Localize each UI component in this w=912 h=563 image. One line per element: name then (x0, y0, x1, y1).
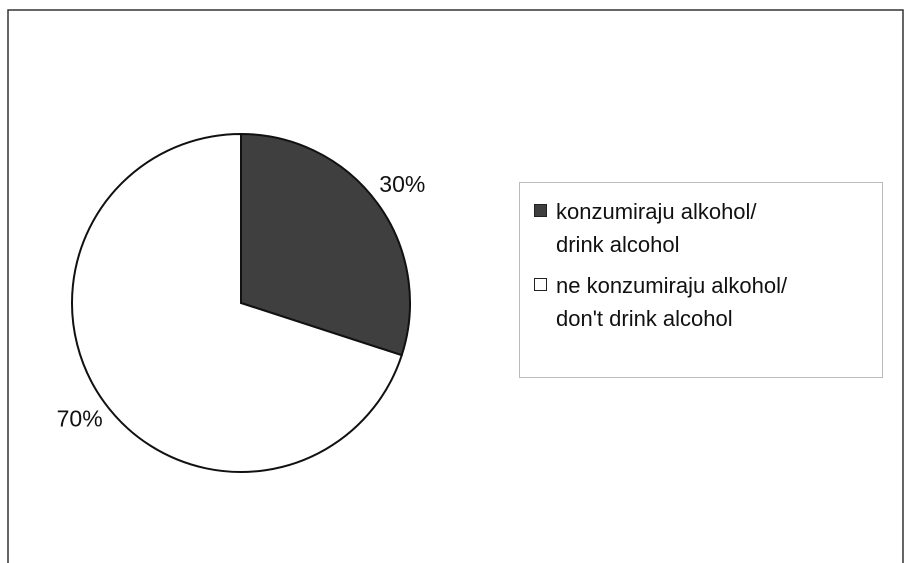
data-label: 70% (57, 405, 103, 431)
data-label: 30% (379, 171, 425, 197)
legend-swatch (534, 278, 547, 291)
legend-swatch (534, 204, 547, 217)
frame (7, 9, 904, 563)
legend-label: konzumiraju alkohol/ drink alcohol (556, 199, 757, 257)
legend-label: ne konzumiraju alkohol/ don't drink alco… (556, 273, 788, 331)
legend-item: ne konzumiraju alkohol/ don't drink alco… (534, 269, 872, 335)
legend: konzumiraju alkohol/ drink alcohol ne kon… (519, 182, 883, 378)
pie-slice (240, 132, 411, 357)
pie-slice (71, 132, 403, 473)
legend-item: konzumiraju alkohol/ drink alcohol (534, 195, 872, 261)
